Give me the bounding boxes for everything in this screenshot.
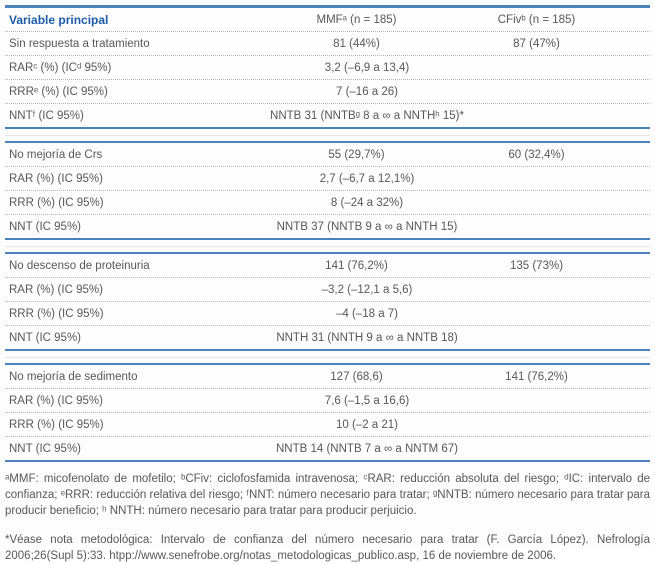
outcome-mmf-value: 55 (29,7%) [328,148,385,161]
stat-label: RAR (%) (IC 95%) [9,283,103,296]
stat-label: NNTᶠ (IC 95%) [9,109,84,122]
stat-value: NNTB 31 (NNTBᵍ 8 a ∞ a NNTHʰ 15)* [270,109,464,122]
stat-label: RARᶜ (%) (ICᵈ 95%) [9,61,112,74]
footnotes: ᵃMMF: micofenolato de mofetilo; ᵇCFiv: c… [5,471,650,564]
stat-row-nnt: NNTᶠ (IC 95%) NNTB 31 (NNTBᵍ 8 a ∞ a NNT… [5,104,650,127]
column-header-variable-principal: Variable principal [9,12,109,27]
column-header-cfiv: CFivᵇ (n = 185) [497,13,576,26]
table-block-respuesta: Variable principal MMFᵃ (n = 185) CFivᵇ … [5,5,650,129]
stat-label: RRR (%) (IC 95%) [9,196,104,209]
outcome-label: No mejoría de Crs [9,148,103,161]
stat-value: NNTB 14 (NNTB 7 a ∞ a NNTM 67) [275,442,459,455]
stat-label: RRR (%) (IC 95%) [9,418,104,431]
table-block-crs: No mejoría de Crs 55 (29,7%) 60 (32,4%) … [5,141,650,240]
outcome-cfiv-value: 87 (47%) [513,37,560,50]
stat-value: –4 (–18 a 7) [335,307,399,320]
stat-row-rar: RAR (%) (IC 95%) 7,6 (–1,5 a 16,6) [5,389,650,413]
stat-value-cell: 10 (–2 a 21) [290,413,650,436]
stat-row-rrr: RRR (%) (IC 95%) 10 (–2 a 21) [5,413,650,437]
outcome-row: No mejoría de sedimento 127 (68,6) 141 (… [5,365,650,389]
stat-value-cell: 8 (–24 a 32%) [290,191,650,214]
gap-divider-line [5,245,650,247]
stat-value: 8 (–24 a 32%) [330,196,404,209]
stat-value-cell: –3,2 (–12,1 a 5,6) [290,278,650,301]
outcome-mmf-value: 81 (44%) [333,37,380,50]
stat-value-cell: NNTB 14 (NNTB 7 a ∞ a NNTM 67) [276,437,650,460]
stat-value: –3,2 (–12,1 a 5,6) [321,283,413,296]
stat-label: NNT (IC 95%) [9,331,81,344]
stat-value-cell: 7,6 (–1,5 a 16,6) [290,389,650,412]
stat-value: 3,2 (–6,9 a 13,4) [324,61,410,74]
outcome-mmf-value: 127 (68,6) [330,370,383,383]
outcome-label: No descenso de proteinuria [9,259,150,272]
outcome-mmf-value: 141 (76,2%) [325,259,388,272]
stat-label: RAR (%) (IC 95%) [9,172,103,185]
stat-label: NNT (IC 95%) [9,442,81,455]
column-header-mmf: MMFᵃ (n = 185) [316,13,397,26]
stat-label: RAR (%) (IC 95%) [9,394,103,407]
outcome-row: No mejoría de Crs 55 (29,7%) 60 (32,4%) [5,143,650,167]
stat-label: NNT (IC 95%) [9,220,81,233]
table-block-proteinuria: No descenso de proteinuria 141 (76,2%) 1… [5,252,650,351]
stat-value-cell: 2,7 (–6,7 a 12,1%) [290,167,650,190]
footnote-abbreviations: ᵃMMF: micofenolato de mofetilo; ᵇCFiv: c… [5,473,650,517]
section-gap [5,351,650,363]
table-block-sedimento: No mejoría de sedimento 127 (68,6) 141 (… [5,363,650,462]
stat-row-nnt: NNT (IC 95%) NNTB 37 (NNTB 9 a ∞ a NNTH … [5,215,650,238]
outcome-row: No descenso de proteinuria 141 (76,2%) 1… [5,254,650,278]
stat-row-rrr: RRRᵉ (%) (IC 95%) 7 (–16 a 26) [5,80,650,104]
gap-divider-line [5,356,650,358]
table-header-row: Variable principal MMFᵃ (n = 185) CFivᵇ … [5,8,650,32]
stat-value-cell: 7 (–16 a 26) [290,80,650,103]
outcome-cfiv-value: 135 (73%) [509,259,564,272]
stat-value: NNTH 31 (NNTH 9 a ∞ a NNTB 18) [276,331,458,344]
outcome-row: Sin respuesta a tratamiento 81 (44%) 87 … [5,32,650,56]
stat-value: 7,6 (–1,5 a 16,6) [324,394,410,407]
footnote-methodological-note: *Véase nota metodológica: Intervalo de c… [5,534,650,562]
section-gap [5,240,650,252]
outcome-cfiv-value: 60 (32,4%) [508,148,565,161]
outcome-cfiv-value: 141 (76,2%) [505,370,568,383]
outcome-label: No mejoría de sedimento [9,370,138,383]
stat-value: 2,7 (–6,7 a 12,1%) [319,172,415,185]
stat-value-cell: NNTH 31 (NNTH 9 a ∞ a NNTB 18) [276,326,650,349]
stat-row-rar: RAR (%) (IC 95%) 2,7 (–6,7 a 12,1%) [5,167,650,191]
stat-row-nnt: NNT (IC 95%) NNTB 14 (NNTB 7 a ∞ a NNTM … [5,437,650,460]
stat-value: NNTB 37 (NNTB 9 a ∞ a NNTH 15) [276,220,458,233]
stat-label: RRRᵉ (%) (IC 95%) [9,85,108,98]
stat-value-cell: NNTB 31 (NNTBᵍ 8 a ∞ a NNTHʰ 15)* [270,104,650,127]
stat-row-rar: RAR (%) (IC 95%) –3,2 (–12,1 a 5,6) [5,278,650,302]
outcome-label: Sin respuesta a tratamiento [9,37,150,50]
stat-value-cell: 3,2 (–6,9 a 13,4) [290,56,650,79]
stat-row-nnt: NNT (IC 95%) NNTH 31 (NNTH 9 a ∞ a NNTB … [5,326,650,349]
stat-value: 10 (–2 a 21) [335,418,399,431]
stat-row-rrr: RRR (%) (IC 95%) 8 (–24 a 32%) [5,191,650,215]
results-table-figure: Variable principal MMFᵃ (n = 185) CFivᵇ … [5,5,650,562]
stat-value-cell: NNTB 37 (NNTB 9 a ∞ a NNTH 15) [277,215,650,238]
gap-divider-line [5,134,650,136]
stat-value-cell: –4 (–18 a 7) [290,302,650,325]
stat-label: RRR (%) (IC 95%) [9,307,104,320]
stat-value: 7 (–16 a 26) [335,85,399,98]
stat-row-rrr: RRR (%) (IC 95%) –4 (–18 a 7) [5,302,650,326]
stat-row-rar: RARᶜ (%) (ICᵈ 95%) 3,2 (–6,9 a 13,4) [5,56,650,80]
section-gap [5,129,650,141]
